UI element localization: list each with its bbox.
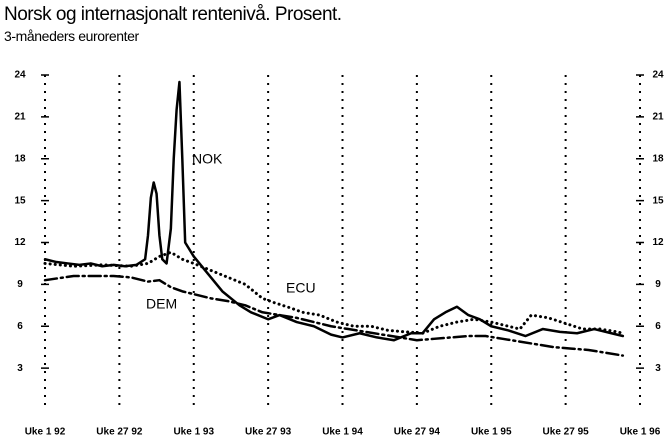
y-tick-label: 12 [14,237,26,248]
series-label: NOK [192,151,223,167]
y-tick-label: 21 [14,112,26,123]
x-tick-label: Uke 27 95 [543,427,590,438]
y2-tick-label: 9 [655,279,661,290]
series-line [43,274,625,357]
y2-tick-label: 21 [652,112,664,123]
y-tick-label: 9 [17,279,23,290]
series-label: DEM [146,296,177,312]
y-tick-label: 24 [14,70,26,81]
series-label: ECU [286,280,316,296]
series-line [43,250,625,335]
y2-tick-label: 3 [655,363,661,374]
series-line [43,80,625,342]
x-tick-label: Uke 27 92 [96,427,143,438]
y2-tick-label: 12 [652,237,664,248]
y2-tick-label: 6 [655,321,661,332]
x-tick-label: Uke 1 94 [322,427,363,438]
x-tick-label: Uke 1 93 [173,427,214,438]
chart-subtitle: 3-måneders eurorenter [4,28,140,44]
x-tick-label: Uke 27 94 [394,427,441,438]
y2-tick-label: 15 [652,195,664,206]
x-tick-label: Uke 27 93 [245,427,292,438]
x-tick-label: Uke 1 95 [471,427,512,438]
y-tick-label: 6 [17,321,23,332]
chart-title: Norsk og internasjonalt rentenivå. Prose… [4,4,342,25]
x-tick-label: Uke 1 92 [25,427,66,438]
y2-tick-label: 18 [652,153,664,164]
y-tick-label: 18 [14,153,26,164]
x-tick-label: Uke 1 96 [620,427,661,438]
y2-tick-label: 24 [652,70,664,81]
y-tick-label: 15 [14,195,26,206]
y-tick-label: 3 [17,363,23,374]
